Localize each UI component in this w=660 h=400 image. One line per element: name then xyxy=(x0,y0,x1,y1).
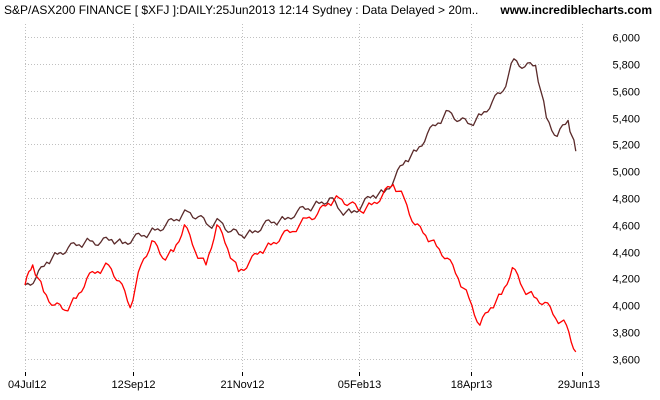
source-label: www.incrediblecharts.com xyxy=(500,3,652,17)
y-tick-label: 4,600 xyxy=(612,221,640,233)
series-lines xyxy=(24,58,577,353)
y-tick-label: 5,000 xyxy=(612,167,640,179)
x-tick-label: 05Feb13 xyxy=(338,379,381,391)
y-axis: 3,600 3,800 4,000 4,200 4,400 4,600 4,800 5,000… xyxy=(612,33,640,367)
grid-lines xyxy=(25,24,583,372)
x-tick-label: 29Jun13 xyxy=(558,379,600,391)
y-tick-label: 5,800 xyxy=(612,60,640,72)
y-tick-label: 6,000 xyxy=(612,33,640,45)
x-tick-label: 04Jul12 xyxy=(8,379,47,391)
y-tick-label: 5,400 xyxy=(612,114,640,126)
y-tick-label: 3,800 xyxy=(612,328,640,340)
series-line-comparison xyxy=(24,183,577,353)
x-tick-label: 21Nov12 xyxy=(220,379,264,391)
y-tick-label: 4,400 xyxy=(612,248,640,260)
x-tick-label: 12Sep12 xyxy=(111,379,155,391)
y-tick-label: 4,000 xyxy=(612,301,640,313)
y-tick-label: 5,600 xyxy=(612,87,640,99)
y-tick-label: 4,200 xyxy=(612,274,640,286)
chart-title: S&P/ASX200 FINANCE [ $XFJ ]:DAILY:25Jun2… xyxy=(4,3,479,17)
x-axis: 04Jul12 12Sep12 21Nov12 05Feb13 18Apr13 29Jun… xyxy=(8,372,600,391)
y-tick-label: 3,600 xyxy=(612,355,640,367)
y-tick-label: 5,200 xyxy=(612,140,640,152)
series-line-price xyxy=(24,58,577,286)
x-tick-label: 18Apr13 xyxy=(451,379,493,391)
y-tick-label: 4,800 xyxy=(612,194,640,206)
